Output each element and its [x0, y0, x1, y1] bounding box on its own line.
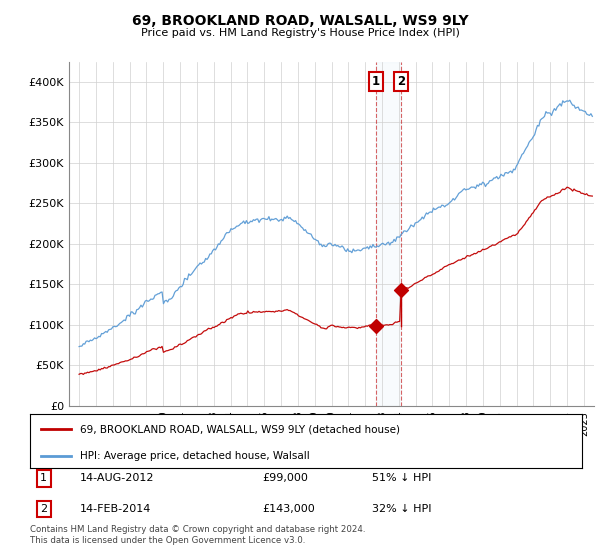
Text: 32% ↓ HPI: 32% ↓ HPI [372, 504, 432, 514]
Point [371, 321, 380, 330]
Text: 69, BROOKLAND ROAD, WALSALL, WS9 9LY: 69, BROOKLAND ROAD, WALSALL, WS9 9LY [131, 14, 469, 28]
Text: 51% ↓ HPI: 51% ↓ HPI [372, 473, 431, 483]
Point [396, 286, 406, 295]
Text: 14-AUG-2012: 14-AUG-2012 [80, 473, 154, 483]
Text: £143,000: £143,000 [262, 504, 314, 514]
Text: 14-FEB-2014: 14-FEB-2014 [80, 504, 151, 514]
Text: 2: 2 [40, 504, 47, 514]
Text: Contains HM Land Registry data © Crown copyright and database right 2024.
This d: Contains HM Land Registry data © Crown c… [30, 525, 365, 545]
Text: 69, BROOKLAND ROAD, WALSALL, WS9 9LY (detached house): 69, BROOKLAND ROAD, WALSALL, WS9 9LY (de… [80, 424, 400, 435]
Text: Price paid vs. HM Land Registry's House Price Index (HPI): Price paid vs. HM Land Registry's House … [140, 28, 460, 38]
Text: 2: 2 [397, 76, 405, 88]
Bar [376, 62, 401, 406]
Text: 1: 1 [371, 76, 380, 88]
Text: £99,000: £99,000 [262, 473, 308, 483]
Text: 1: 1 [40, 473, 47, 483]
Text: HPI: Average price, detached house, Walsall: HPI: Average price, detached house, Wals… [80, 451, 310, 461]
